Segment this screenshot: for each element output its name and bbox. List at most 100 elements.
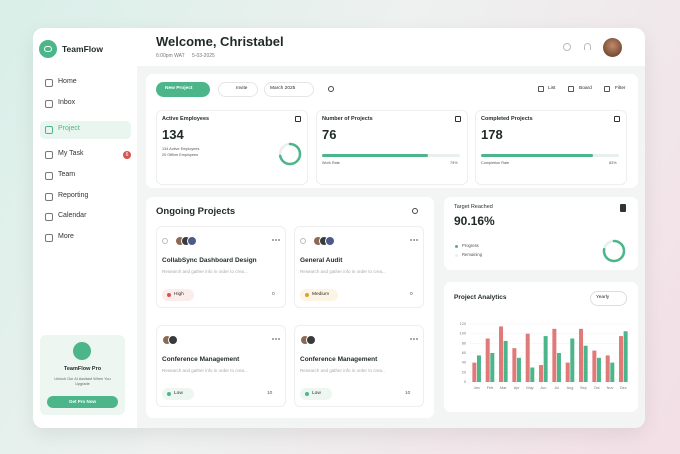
nav-icon	[45, 213, 53, 221]
priority-dot	[167, 392, 171, 396]
priority-tag	[300, 388, 332, 400]
stat-detail: 134 Active Employees	[162, 147, 200, 151]
bar	[610, 362, 615, 382]
x-tick-label: Jul	[554, 386, 559, 390]
check-icon	[162, 238, 168, 244]
project-name: Conference Management	[300, 356, 378, 363]
x-tick-label: Jun	[540, 386, 546, 390]
comment-count: 0	[272, 292, 275, 297]
promo-title: TeamFlow Pro	[63, 366, 102, 372]
stat-title: Completed Projects	[481, 116, 533, 122]
bar	[516, 357, 521, 382]
x-tick-label: Aug	[567, 386, 574, 390]
project-desc: Research and gather info in order to cre…	[300, 269, 386, 274]
project-card[interactable]	[294, 226, 424, 308]
progress-fill	[481, 154, 593, 157]
x-tick-label: Nov	[607, 386, 614, 390]
bar	[472, 362, 477, 382]
invite-label[interactable]: Invite	[236, 86, 248, 91]
x-tick-label: Sep	[580, 386, 587, 390]
bar	[512, 348, 517, 382]
y-tick-label: 120	[460, 322, 466, 326]
priority-label: Low	[174, 391, 183, 396]
bar	[556, 353, 561, 382]
new-project-button[interactable]	[156, 82, 210, 97]
progress-caption: Completion Rate	[481, 161, 510, 165]
view-option[interactable]: List	[548, 86, 556, 91]
bar	[570, 338, 575, 382]
priority-tag	[162, 289, 194, 301]
nav-item[interactable]: Team	[58, 171, 76, 178]
member-avatar	[325, 236, 335, 246]
month-picker[interactable]	[264, 82, 314, 97]
header-time: 6:00pm WAT	[156, 53, 185, 59]
support-icon[interactable]	[584, 43, 591, 50]
x-tick-label: Oct	[594, 386, 601, 390]
nav-item[interactable]: Calendar	[58, 212, 87, 219]
priority-label: Medium	[312, 292, 330, 297]
ongoing-search[interactable]	[412, 208, 418, 214]
priority-label: Low	[312, 391, 321, 396]
project-desc: Research and gather info in order to cre…	[300, 368, 386, 373]
project-card[interactable]	[156, 325, 286, 407]
member-avatar	[187, 236, 197, 246]
y-tick-label: 100	[460, 332, 466, 336]
nav-item[interactable]: Reporting	[58, 192, 89, 199]
view-icon[interactable]	[538, 86, 544, 92]
card-menu[interactable]	[410, 239, 418, 241]
project-desc: Research and gather info in order to cre…	[162, 368, 248, 373]
legend-label: Remaining	[462, 252, 483, 257]
legend-dot	[455, 245, 458, 248]
card-menu[interactable]	[272, 338, 280, 340]
priority-dot	[167, 293, 171, 297]
y-tick-label: 60	[462, 351, 466, 355]
settings-icon[interactable]	[563, 43, 571, 51]
user-avatar[interactable]	[603, 38, 622, 57]
ring-arc	[278, 142, 302, 166]
analytics-title: Project Analytics	[454, 294, 507, 301]
project-name: Conference Management	[162, 356, 240, 363]
view-option[interactable]: Filter	[615, 86, 626, 91]
view-icon[interactable]	[568, 86, 574, 92]
comment-count: 10	[267, 391, 273, 396]
bar	[552, 328, 557, 382]
view-icon[interactable]	[604, 86, 610, 92]
view-option[interactable]: Board	[579, 86, 592, 91]
bar	[619, 336, 624, 382]
bar	[530, 367, 535, 382]
nav-item[interactable]: Inbox	[58, 99, 76, 106]
nav-active-bg	[40, 121, 131, 139]
legend-label: Progress	[462, 243, 479, 248]
search-icon[interactable]	[328, 86, 334, 92]
bar	[596, 357, 601, 382]
nav-item[interactable]: Project	[58, 125, 80, 132]
priority-tag	[300, 289, 338, 301]
nav-item[interactable]: Home	[58, 78, 77, 85]
new-project-label[interactable]: New Project	[165, 86, 193, 91]
stat-title: Active Employees	[162, 116, 210, 122]
member-avatar	[168, 335, 178, 345]
x-tick-label: Jan	[474, 386, 480, 390]
bar	[543, 336, 548, 382]
nav-item[interactable]: My Task	[58, 150, 84, 157]
card-menu[interactable]	[410, 338, 418, 340]
progress-fill	[322, 154, 428, 157]
welcome-title: Welcome, Christabel	[156, 34, 284, 49]
legend-dot	[455, 254, 458, 257]
header-date: 5-03-2025	[192, 53, 215, 59]
project-card[interactable]	[294, 325, 424, 407]
y-tick-label: 0	[464, 380, 466, 384]
y-tick-label: 20	[462, 370, 466, 374]
invite-button[interactable]	[218, 82, 258, 97]
ring-arc	[602, 239, 626, 263]
period-label[interactable]: Yearly	[596, 295, 610, 300]
project-card[interactable]	[156, 226, 286, 308]
period-select[interactable]	[590, 291, 627, 306]
bar	[579, 328, 584, 382]
promo-button[interactable]: Get Pro Now	[47, 396, 118, 408]
month-label[interactable]: March 2025	[270, 86, 296, 91]
nav-item[interactable]: More	[58, 233, 74, 240]
card-menu[interactable]	[272, 239, 280, 241]
nav-icon	[45, 100, 53, 108]
